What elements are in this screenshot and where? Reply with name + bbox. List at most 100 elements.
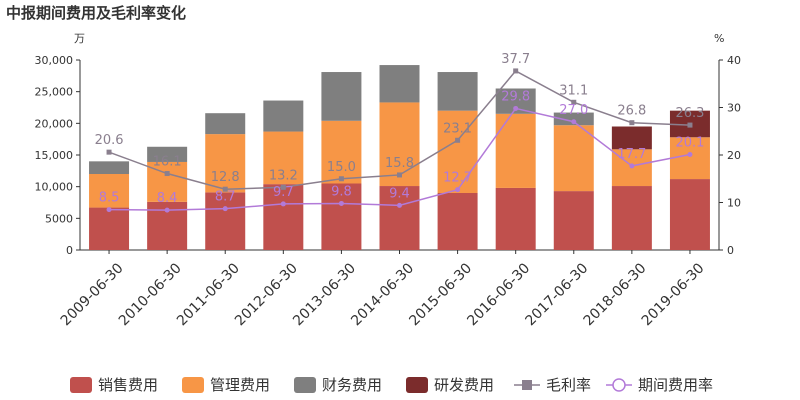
point-marker bbox=[629, 163, 635, 169]
legend-swatch bbox=[182, 377, 204, 393]
bar-segment bbox=[147, 146, 188, 162]
legend-label: 研发费用 bbox=[434, 376, 494, 394]
bar-segment bbox=[669, 179, 710, 250]
point-marker bbox=[455, 137, 461, 143]
legend-marker bbox=[522, 380, 532, 390]
point-marker bbox=[222, 206, 228, 212]
right-tick-label: 30 bbox=[727, 102, 741, 115]
bar-segment bbox=[611, 186, 652, 250]
data-label: 17.7 bbox=[617, 147, 646, 162]
data-label: 9.4 bbox=[389, 186, 410, 201]
bar-segment bbox=[553, 191, 594, 250]
left-tick-label: 30,000 bbox=[35, 54, 74, 67]
left-tick-label: 25,000 bbox=[35, 86, 74, 99]
legend-label: 管理费用 bbox=[210, 376, 270, 394]
data-label: 26.3 bbox=[675, 106, 704, 121]
point-marker bbox=[280, 184, 286, 190]
data-label: 27.0 bbox=[559, 103, 588, 118]
bar-segment bbox=[495, 113, 536, 188]
bar-segment bbox=[553, 112, 594, 126]
point-marker bbox=[571, 119, 577, 125]
legend-label: 财务费用 bbox=[322, 376, 382, 394]
data-label: 13.2 bbox=[269, 168, 298, 183]
bar-segment bbox=[89, 174, 130, 208]
bar-segment bbox=[437, 72, 478, 111]
legend: 销售费用 管理费用 财务费用 研发费用 毛利率 期间费用率 bbox=[70, 376, 713, 394]
point-marker bbox=[164, 171, 170, 177]
legend-swatch bbox=[70, 377, 92, 393]
data-label: 9.7 bbox=[273, 185, 294, 200]
data-label: 37.7 bbox=[501, 52, 530, 67]
data-label: 15.8 bbox=[385, 156, 414, 171]
bar-segment bbox=[321, 120, 362, 184]
point-marker bbox=[455, 187, 461, 193]
point-marker bbox=[222, 186, 228, 192]
point-marker bbox=[513, 68, 519, 74]
legend-swatch bbox=[406, 377, 428, 393]
bar-segment bbox=[379, 65, 420, 103]
bar-segment bbox=[553, 125, 594, 192]
bar-segment bbox=[379, 186, 420, 250]
point-marker bbox=[397, 172, 402, 178]
legend-label: 期间费用率 bbox=[638, 376, 713, 394]
point-marker bbox=[338, 200, 344, 206]
data-label: 26.8 bbox=[617, 104, 646, 119]
bar-segment bbox=[437, 193, 478, 250]
data-label: 31.1 bbox=[559, 83, 588, 98]
bar-segment bbox=[263, 184, 304, 250]
left-axis-unit: 万 bbox=[74, 32, 85, 45]
lines bbox=[106, 68, 693, 213]
bar-segment bbox=[205, 134, 246, 193]
bar-segment bbox=[495, 187, 536, 250]
point-marker bbox=[687, 122, 693, 128]
left-tick-label: 10,000 bbox=[35, 181, 74, 194]
right-tick-label: 0 bbox=[727, 244, 734, 257]
point-marker bbox=[106, 149, 112, 155]
x-tick-labels: 2009-06-302010-06-302011-06-302012-06-30… bbox=[58, 250, 708, 329]
bar-segment bbox=[89, 207, 130, 250]
left-tick-label: 20,000 bbox=[35, 117, 74, 130]
bar-segment bbox=[321, 183, 362, 250]
bar-segment bbox=[379, 102, 420, 187]
point-marker bbox=[687, 152, 693, 158]
right-tick-label: 40 bbox=[727, 54, 741, 67]
x-tick-label: 2019-06-30 bbox=[639, 260, 708, 329]
right-tick-label: 20 bbox=[727, 149, 741, 162]
right-axis-unit: % bbox=[714, 32, 724, 45]
data-label: 15.0 bbox=[327, 160, 356, 175]
bar-segment bbox=[611, 126, 652, 150]
bar-segment bbox=[321, 72, 362, 121]
point-marker bbox=[338, 176, 344, 182]
left-tick-label: 15,000 bbox=[35, 149, 74, 162]
right-tick-label: 10 bbox=[727, 197, 741, 210]
data-label: 29.8 bbox=[501, 89, 530, 104]
data-label: 12.7 bbox=[443, 171, 472, 186]
data-label: 8.7 bbox=[215, 190, 236, 205]
legend-marker bbox=[612, 378, 626, 392]
left-tick-label: 0 bbox=[66, 244, 73, 257]
bar-segment bbox=[263, 100, 304, 132]
data-label: 8.4 bbox=[157, 191, 178, 206]
legend-label: 销售费用 bbox=[98, 376, 158, 394]
data-label: 8.5 bbox=[99, 191, 120, 206]
chart-title: 中报期间费用及毛利率变化 bbox=[6, 4, 186, 22]
legend-swatch bbox=[294, 377, 316, 393]
point-marker bbox=[106, 207, 112, 213]
bar-segment bbox=[89, 161, 130, 174]
point-marker bbox=[280, 201, 286, 207]
point-marker bbox=[164, 207, 170, 213]
point-marker bbox=[513, 105, 519, 111]
data-label: 20.6 bbox=[95, 133, 124, 148]
left-tick-label: 5000 bbox=[45, 212, 73, 225]
point-marker bbox=[629, 120, 635, 126]
data-label: 9.8 bbox=[331, 184, 352, 199]
bar-segment bbox=[263, 131, 304, 185]
data-labels: 20.6 16.1 12.8 13.2 15.0 15.8 23.1 37.7 31.1 26.8… bbox=[95, 52, 705, 206]
data-label: 20.1 bbox=[675, 136, 704, 151]
data-label: 12.8 bbox=[211, 170, 240, 185]
point-marker bbox=[571, 99, 577, 105]
data-label: 16.1 bbox=[153, 155, 182, 170]
bar-segment bbox=[205, 113, 246, 135]
legend-label: 毛利率 bbox=[546, 376, 591, 394]
